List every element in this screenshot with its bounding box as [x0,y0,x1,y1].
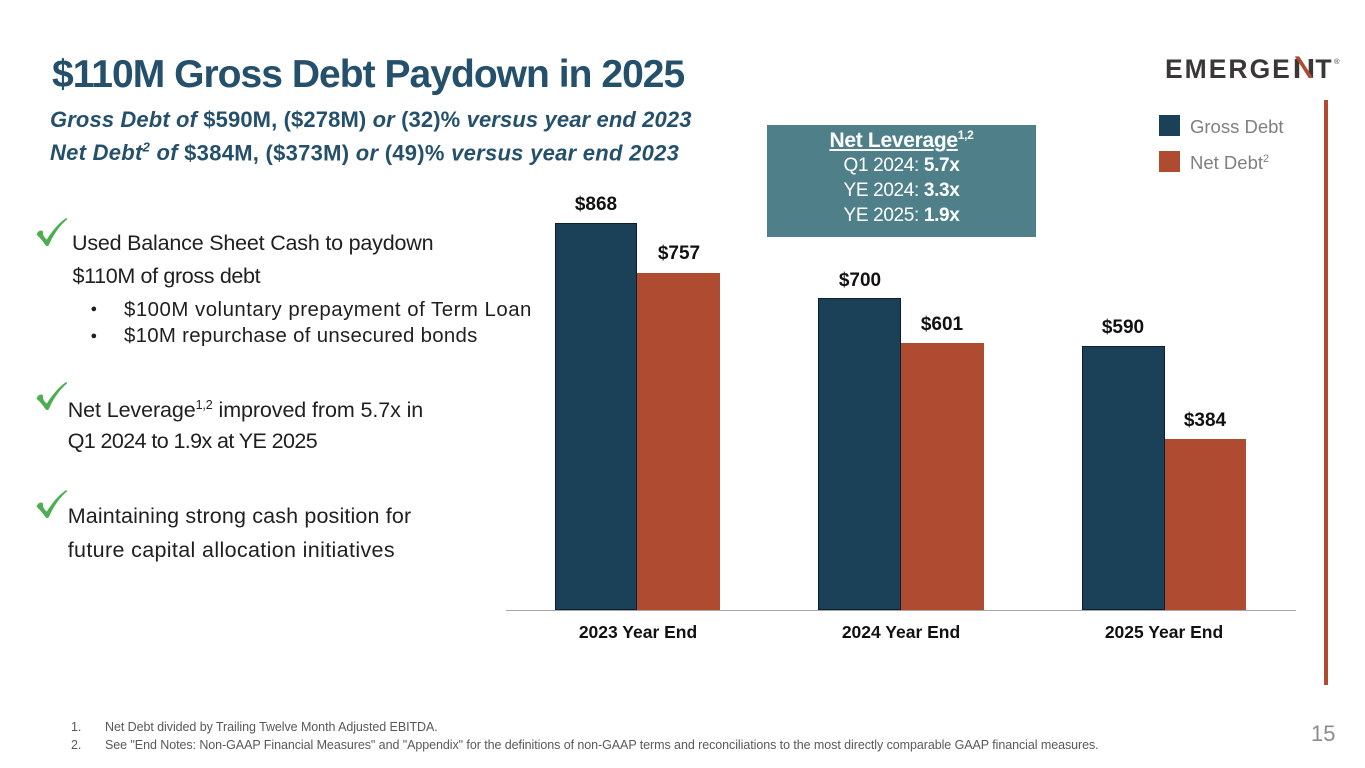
svg-text:T: T [1315,54,1331,84]
svg-text:®: ® [1334,57,1340,66]
svg-text:EMERGE: EMERGE [1165,54,1292,84]
